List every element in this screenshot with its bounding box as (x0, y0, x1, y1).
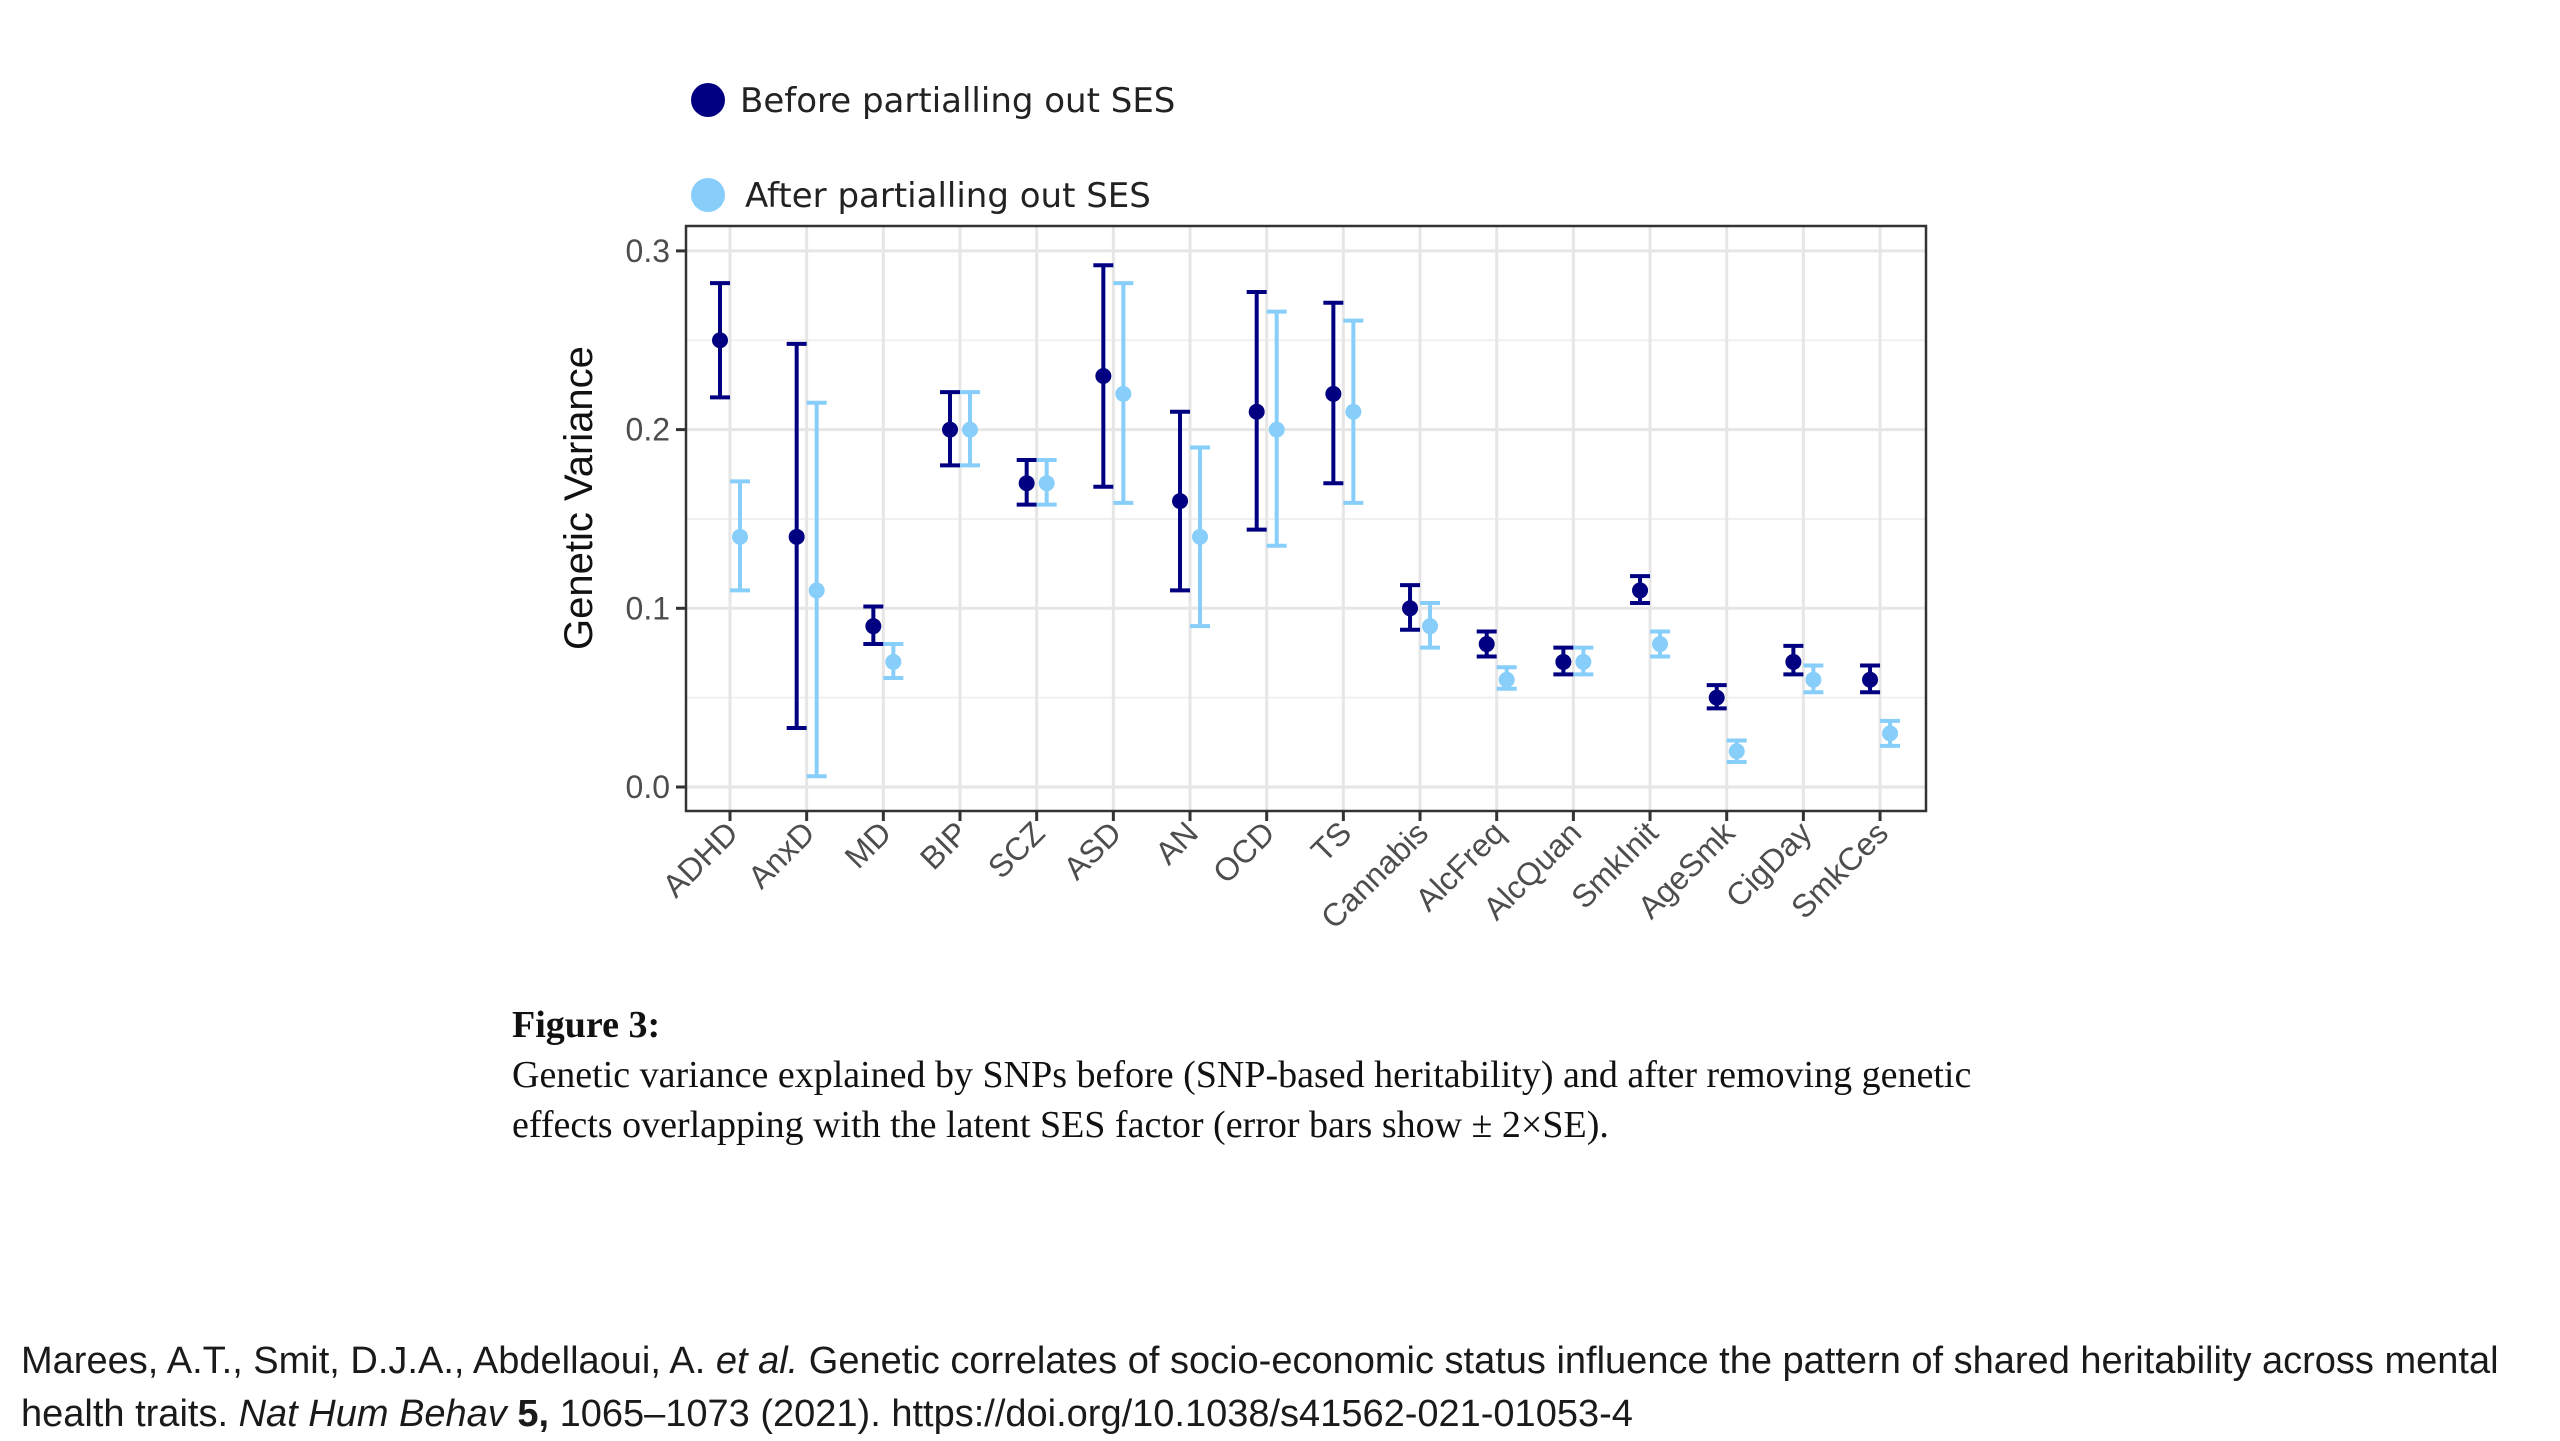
x-tick-label: ADHD (655, 814, 745, 904)
data-point (1095, 367, 1112, 384)
figure-caption: Figure 3: Genetic variance explained by … (512, 1000, 1972, 1150)
data-point (1862, 671, 1879, 688)
data-point (1192, 528, 1209, 545)
gridlines (686, 226, 1926, 811)
series-before (710, 263, 1881, 731)
data-point (1728, 743, 1745, 760)
data-point (808, 582, 825, 599)
data-point (1652, 636, 1669, 653)
data-point (1708, 689, 1725, 706)
data-point (712, 332, 728, 349)
x-tick-label: OCD (1206, 814, 1282, 890)
data-point (1805, 671, 1822, 688)
data-point (1632, 582, 1649, 599)
x-tick-label: AN (1148, 814, 1205, 871)
data-point (1115, 385, 1132, 402)
data-point (1018, 475, 1035, 492)
data-point (1172, 493, 1189, 510)
citation-authors: Marees, A.T., Smit, D.J.A., Abdellaoui, … (21, 1340, 716, 1382)
data-point (1575, 653, 1592, 670)
legend-label-after: After partialling out SES (745, 176, 1151, 216)
citation-doi-link[interactable]: https://doi.org/10.1038/s41562-021-01053… (891, 1393, 1633, 1435)
x-tick-label: SCZ (981, 814, 1052, 885)
citation-journal: Nat Hum Behav (238, 1393, 507, 1435)
chart: Before partialling out SES After partial… (557, 81, 1928, 936)
data-point (1248, 403, 1265, 420)
y-axis-title: Genetic Variance (557, 346, 601, 650)
data-point (1038, 475, 1055, 492)
data-point (1785, 653, 1802, 670)
citation-volume: 5, (506, 1393, 550, 1435)
y-axis: 0.0 0.1 0.2 0.3 (626, 233, 686, 805)
legend-marker-after (691, 178, 725, 212)
y-tick-label: 0.3 (626, 233, 670, 269)
y-tick-label: 0.1 (626, 590, 670, 626)
x-tick-label: BIP (913, 814, 975, 876)
data-point (885, 653, 902, 670)
citation-title: Genetic correlates of socio-economic sta… (21, 1340, 2499, 1435)
y-tick-label: 0.0 (626, 769, 670, 805)
data-point (1325, 385, 1342, 402)
series-after (730, 281, 1901, 779)
data-point (1882, 725, 1899, 742)
citation: Marees, A.T., Smit, D.J.A., Abdellaoui, … (21, 1335, 2521, 1441)
x-tick-label: TS (1304, 814, 1358, 868)
x-tick-label: AnxD (741, 814, 822, 895)
citation-pages-year: 1065–1073 (2021). (549, 1393, 892, 1435)
x-tick-label: MD (838, 814, 899, 875)
data-point (1498, 671, 1515, 688)
data-point (1268, 421, 1285, 438)
x-tick-label: ASD (1056, 814, 1128, 886)
plot-border (684, 224, 1928, 813)
data-point (962, 421, 979, 438)
data-point (865, 618, 882, 635)
legend-marker-before (691, 83, 725, 117)
figure-caption-text: Genetic variance explained by SNPs befor… (512, 1054, 1972, 1146)
data-point (1422, 618, 1439, 635)
data-point (1555, 653, 1572, 670)
legend-label-before: Before partialling out SES (740, 81, 1175, 121)
data-point (1345, 403, 1362, 420)
citation-etal: et al. (715, 1340, 799, 1382)
y-tick-label: 0.2 (626, 412, 670, 448)
data-marks (710, 263, 1901, 779)
legend: Before partialling out SES After partial… (691, 81, 1175, 216)
data-point (942, 421, 959, 438)
data-point (1478, 636, 1495, 653)
figure-label: Figure 3: (512, 1004, 661, 1046)
data-point (1402, 600, 1419, 617)
data-point (788, 528, 805, 545)
data-point (732, 528, 748, 545)
